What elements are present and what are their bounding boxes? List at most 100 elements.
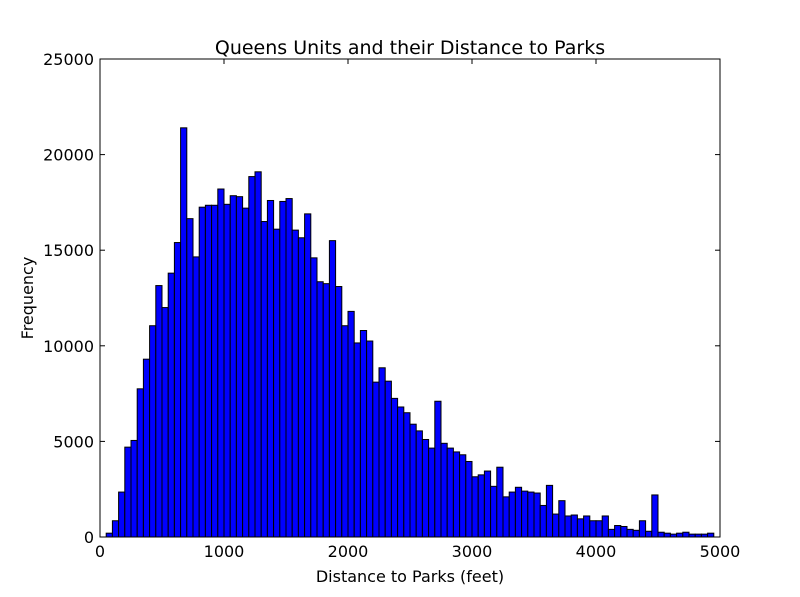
histogram-bar bbox=[663, 532, 671, 538]
histogram-bar bbox=[310, 257, 318, 538]
histogram-bar bbox=[223, 203, 231, 538]
histogram-bar bbox=[130, 439, 138, 538]
histogram-bar bbox=[676, 532, 684, 538]
histogram-bar bbox=[304, 213, 312, 538]
histogram-bar bbox=[428, 447, 436, 538]
x-axis-label: Distance to Parks (feet) bbox=[316, 567, 504, 586]
histogram-bar bbox=[626, 528, 634, 538]
histogram-bar bbox=[682, 531, 690, 538]
histogram-bar bbox=[403, 412, 411, 538]
y-tick-label: 15000 bbox=[43, 241, 94, 260]
histogram-bar bbox=[335, 286, 343, 538]
histogram-bar bbox=[118, 491, 126, 538]
histogram-bar bbox=[384, 380, 392, 538]
y-axis-ticks: 0 5000 10000 15000 20000 25000 bbox=[43, 50, 720, 547]
histogram-bar bbox=[620, 525, 628, 538]
histogram-bar bbox=[328, 240, 337, 538]
histogram-bar bbox=[614, 525, 622, 538]
histogram-bar bbox=[657, 531, 665, 538]
histogram-bar bbox=[632, 529, 640, 538]
x-tick-label: 0 bbox=[95, 542, 105, 561]
histogram-bar bbox=[440, 442, 448, 538]
histogram-bar bbox=[229, 195, 237, 538]
y-axis-label: Frequency bbox=[18, 257, 37, 340]
histogram-bar bbox=[539, 504, 547, 538]
histogram-bar bbox=[638, 520, 647, 538]
plot-frame bbox=[99, 58, 721, 538]
y-tick-label: 0 bbox=[84, 528, 94, 547]
histogram-bar bbox=[552, 513, 560, 538]
histogram-bar bbox=[217, 188, 225, 538]
x-axis-ticks: 0 1000 2000 3000 4000 5000 bbox=[95, 59, 740, 561]
histogram-bar bbox=[155, 285, 163, 538]
y-tick-label: 25000 bbox=[43, 50, 94, 69]
histogram-bar bbox=[707, 532, 715, 538]
histogram-bar bbox=[533, 492, 541, 538]
histogram-bar bbox=[266, 199, 275, 538]
histogram-bar bbox=[186, 218, 194, 538]
histogram-bar bbox=[366, 340, 374, 538]
histogram-bar bbox=[421, 438, 430, 538]
histogram-bar bbox=[167, 272, 175, 538]
histogram-bar bbox=[297, 237, 306, 538]
histogram-bar bbox=[607, 528, 616, 538]
histogram-bar bbox=[124, 446, 132, 538]
x-tick-label: 5000 bbox=[700, 542, 741, 561]
histogram-bar bbox=[502, 496, 510, 538]
y-tick-label: 5000 bbox=[53, 432, 94, 451]
histogram-bar bbox=[254, 171, 262, 538]
histogram-bar bbox=[527, 491, 535, 538]
histogram-bar bbox=[558, 500, 566, 538]
histogram-bar bbox=[173, 242, 182, 538]
histogram-bar bbox=[285, 198, 293, 538]
histogram-bar bbox=[242, 207, 250, 538]
histogram-bar bbox=[353, 342, 361, 538]
histogram-bar bbox=[142, 358, 151, 538]
histogram-bar bbox=[359, 330, 368, 538]
histogram-bar bbox=[521, 490, 529, 538]
histogram-bar bbox=[651, 494, 659, 538]
histogram-bar bbox=[105, 532, 113, 538]
histogram-bar bbox=[136, 388, 144, 538]
histogram-bar bbox=[589, 520, 597, 538]
histogram-bar bbox=[161, 307, 169, 538]
histogram-bar bbox=[211, 204, 219, 538]
histogram-bar bbox=[601, 515, 609, 538]
histogram-bar bbox=[583, 515, 591, 538]
histogram-bar bbox=[446, 447, 454, 538]
histogram-bar bbox=[235, 196, 244, 538]
histogram-bar bbox=[545, 484, 554, 538]
x-tick-label: 1000 bbox=[204, 542, 245, 561]
histogram-bar bbox=[322, 283, 330, 538]
chart-title: Queens Units and their Distance to Parks bbox=[215, 37, 605, 59]
histogram-bar bbox=[471, 476, 479, 538]
x-tick-label: 2000 bbox=[328, 542, 369, 561]
histogram-bar bbox=[576, 518, 585, 538]
x-tick-label: 4000 bbox=[576, 542, 617, 561]
histogram-bar bbox=[372, 381, 380, 538]
histogram-bar bbox=[347, 310, 355, 538]
histogram-bar bbox=[595, 520, 603, 538]
histogram-bar bbox=[564, 515, 572, 538]
histogram-bar bbox=[378, 367, 386, 538]
histogram-bar bbox=[514, 486, 523, 538]
histogram-bar bbox=[273, 228, 281, 538]
histogram-bar bbox=[198, 206, 206, 538]
histogram-bar bbox=[397, 406, 405, 538]
x-tick-label: 3000 bbox=[452, 542, 493, 561]
histogram-bar bbox=[341, 325, 349, 538]
histogram-bar bbox=[645, 530, 653, 538]
histogram-bar bbox=[452, 451, 461, 538]
histogram-bar bbox=[390, 397, 399, 538]
histogram-bar bbox=[279, 200, 287, 538]
histogram-bar bbox=[192, 256, 200, 538]
histogram-bar bbox=[409, 423, 417, 538]
histogram-bar bbox=[260, 221, 268, 538]
histogram-bar bbox=[291, 229, 299, 538]
histogram-bar bbox=[415, 430, 423, 538]
histogram-bar bbox=[508, 491, 516, 538]
y-tick-label: 10000 bbox=[43, 337, 94, 356]
histogram-bar bbox=[477, 474, 485, 538]
histogram-bar bbox=[465, 460, 473, 538]
